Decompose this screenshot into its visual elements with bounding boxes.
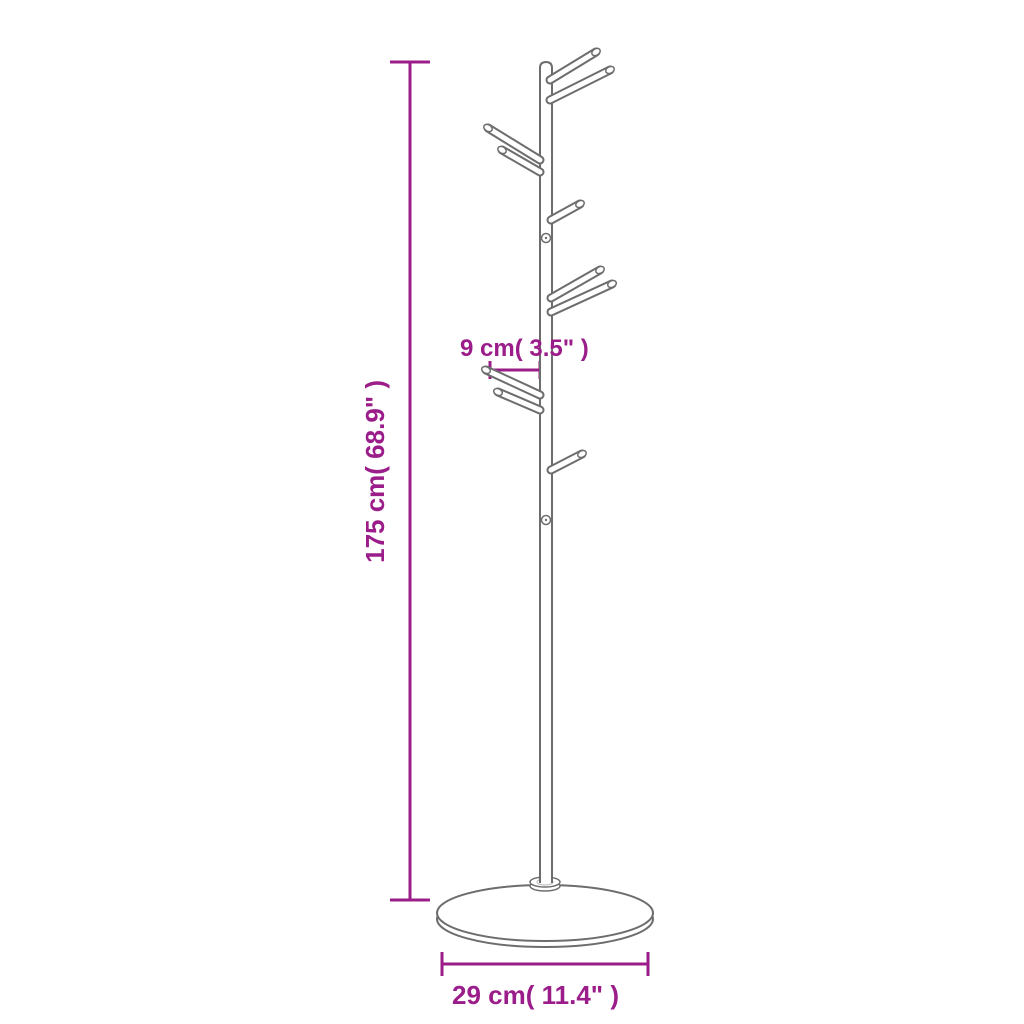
diagram-stage: 175 cm( 68.9" ) 9 cm( 3.5" ) 29 cm( 11.4… [0,0,1024,1024]
diagram-svg [0,0,1024,1024]
base-dimension-label: 29 cm( 11.4" ) [452,980,619,1011]
height-dimension-label: 175 cm( 68.9" ) [360,380,391,563]
hook-dimension-label: 9 cm( 3.5" ) [460,335,589,363]
